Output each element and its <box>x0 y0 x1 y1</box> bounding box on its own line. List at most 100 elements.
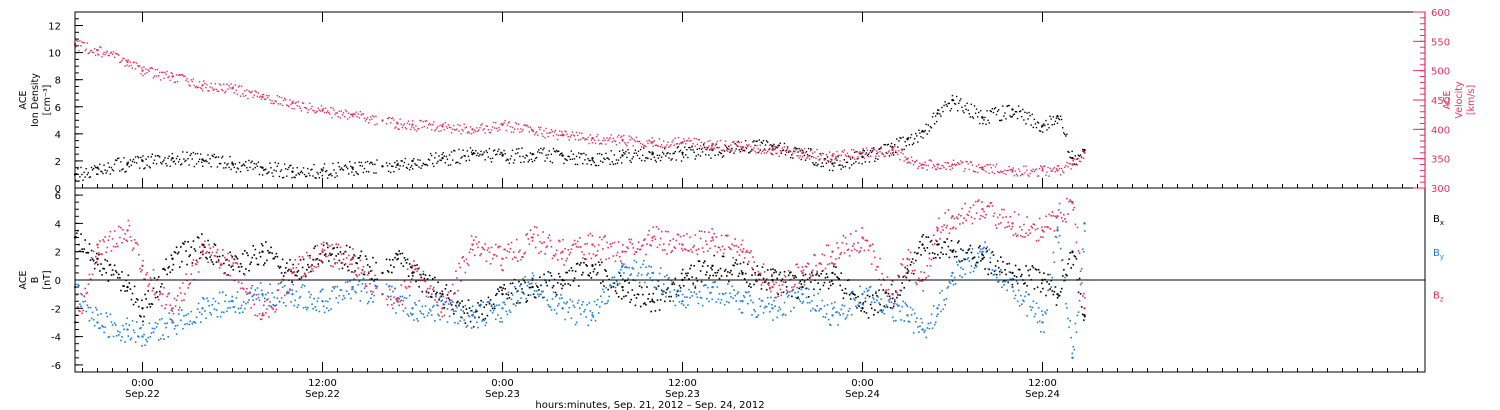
data-point <box>905 272 908 275</box>
data-point <box>85 251 88 254</box>
data-point <box>932 234 935 236</box>
data-point <box>573 306 576 308</box>
data-point <box>267 298 269 300</box>
data-point <box>463 155 465 157</box>
data-point <box>443 303 446 306</box>
data-point <box>372 256 374 259</box>
data-point <box>285 99 287 101</box>
data-point <box>654 238 657 240</box>
data-point <box>241 164 244 166</box>
data-point <box>345 244 348 247</box>
data-point <box>177 161 180 163</box>
data-point <box>634 140 637 143</box>
data-point <box>321 288 324 291</box>
data-point <box>587 324 589 327</box>
data-point <box>283 294 286 297</box>
data-point <box>841 150 843 152</box>
data-point <box>933 323 936 326</box>
data-point <box>1083 157 1085 160</box>
data-point <box>276 289 279 291</box>
data-point <box>170 318 173 321</box>
data-point <box>810 281 812 283</box>
data-point-sample <box>291 271 294 275</box>
data-point <box>679 286 682 289</box>
data-point <box>531 277 534 280</box>
data-point <box>451 283 454 286</box>
data-point <box>127 161 129 163</box>
data-point <box>521 147 523 149</box>
data-point <box>845 155 848 157</box>
data-point <box>397 297 399 299</box>
data-point <box>810 309 812 312</box>
data-point <box>183 158 185 160</box>
data-point <box>392 117 394 119</box>
data-point <box>654 310 657 312</box>
data-point <box>269 301 271 303</box>
data-point <box>529 229 532 231</box>
data-point <box>546 245 549 247</box>
data-point <box>343 297 346 299</box>
data-point <box>842 313 845 315</box>
data-point <box>747 263 749 265</box>
data-point <box>713 281 715 284</box>
data-point <box>617 134 620 137</box>
data-point <box>1038 130 1041 132</box>
data-point <box>594 142 597 145</box>
data-point <box>723 150 726 152</box>
data-point <box>295 174 297 176</box>
data-point <box>157 298 160 301</box>
data-point <box>1034 313 1037 315</box>
data-point <box>523 279 525 282</box>
data-point <box>1006 105 1008 108</box>
data-point <box>270 246 272 249</box>
data-point <box>299 259 302 261</box>
data-point <box>581 303 583 306</box>
data-point <box>1062 170 1064 172</box>
data-point <box>1075 331 1078 333</box>
data-point <box>808 276 811 279</box>
data-point <box>618 282 621 285</box>
data-point <box>480 253 482 255</box>
data-point <box>202 90 204 92</box>
data-point <box>550 153 553 156</box>
data-point <box>78 49 80 52</box>
data-point <box>169 318 172 320</box>
data-point <box>954 103 957 105</box>
data-point <box>796 286 798 289</box>
data-point <box>1017 168 1020 170</box>
data-point <box>711 268 713 271</box>
data-point <box>736 263 739 266</box>
data-point <box>483 306 486 309</box>
data-point <box>325 242 328 245</box>
data-point <box>975 265 978 268</box>
data-point <box>992 274 995 276</box>
data-point <box>770 152 772 154</box>
data-point <box>731 243 733 245</box>
data-point <box>333 169 335 171</box>
data-point <box>164 157 166 159</box>
data-point <box>155 163 158 165</box>
data-point <box>542 231 544 233</box>
data-point <box>781 147 784 149</box>
data-point <box>99 163 101 165</box>
data-point <box>1053 290 1056 293</box>
data-point <box>607 157 609 159</box>
data-point <box>703 231 706 233</box>
data-point <box>162 160 164 163</box>
data-point <box>153 159 156 161</box>
data-point <box>503 284 505 286</box>
data-point <box>903 320 906 322</box>
data-point <box>1014 110 1017 113</box>
data-point <box>209 311 211 314</box>
data-point <box>1021 228 1023 231</box>
data-point <box>1070 336 1072 339</box>
data-point <box>186 151 188 154</box>
data-point <box>728 280 730 283</box>
data-point <box>140 270 142 273</box>
data-point <box>861 163 863 165</box>
data-point <box>286 104 288 106</box>
data-point <box>518 302 520 304</box>
data-point <box>128 166 130 168</box>
data-point <box>960 266 962 269</box>
data-point <box>919 162 921 164</box>
